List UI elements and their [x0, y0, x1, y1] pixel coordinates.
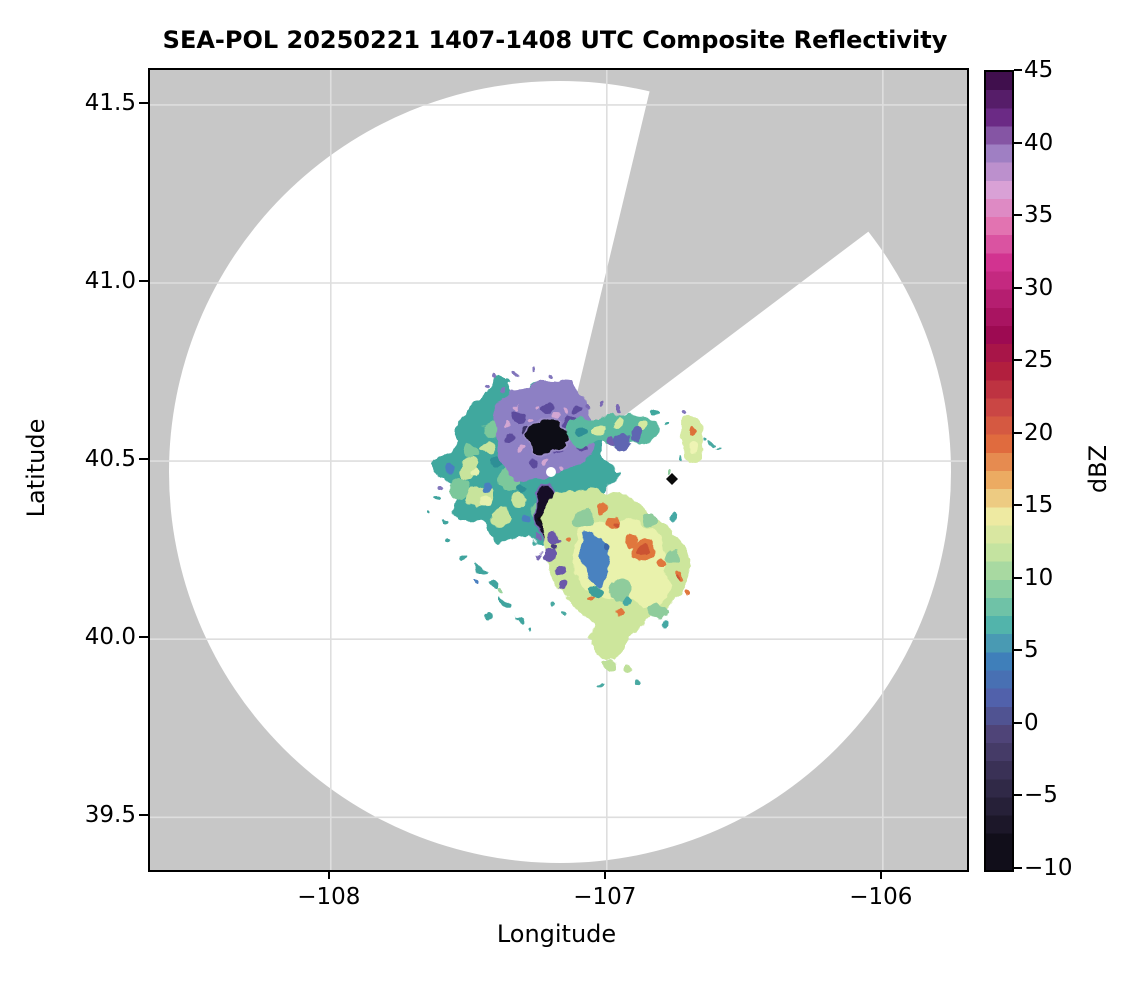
- colorbar-tick: [1014, 141, 1022, 144]
- colorbar-tick-label: 25: [1024, 347, 1054, 374]
- colorbar-tick: [1014, 794, 1022, 797]
- colorbar-tick: [1014, 867, 1022, 869]
- colorbar-tick: [1014, 576, 1022, 579]
- x-tick-label: −107: [573, 884, 637, 910]
- colorbar-tick-label: 30: [1024, 274, 1054, 301]
- marker-layer: [546, 467, 678, 485]
- colorbar-tick: [1014, 286, 1022, 289]
- y-tick-label: 40.5: [84, 446, 136, 473]
- colorbar-tick: [1014, 214, 1022, 217]
- y-tick: [139, 458, 148, 461]
- colorbar-tick-label: 15: [1024, 492, 1054, 519]
- colorbar-tick: [1014, 431, 1022, 434]
- y-tick-label: 41.5: [84, 89, 136, 116]
- x-tick: [603, 870, 606, 879]
- colorbar-tick-label: 20: [1024, 419, 1054, 446]
- colorbar-tick: [1014, 504, 1022, 507]
- colorbar-tick-label: −5: [1024, 782, 1058, 809]
- x-axis-label: Longitude: [496, 920, 617, 948]
- site-marker-diamond: [666, 473, 678, 485]
- colorbar-tick: [1014, 649, 1022, 652]
- colorbar-tick: [1014, 69, 1022, 71]
- plot-title: SEA-POL 20250221 1407-1408 UTC Composite…: [162, 26, 948, 54]
- reflectivity-echo-layer: [426, 368, 718, 686]
- colorbar-tick-label: −10: [1024, 855, 1073, 881]
- plot-area: [148, 68, 969, 872]
- blocked-sector-wedge: [560, 70, 967, 464]
- colorbar-tick: [1014, 721, 1022, 724]
- colorbar-tick-label: 35: [1024, 202, 1054, 229]
- y-tick: [139, 280, 148, 282]
- y-tick: [139, 636, 148, 639]
- x-tick-label: −108: [297, 884, 361, 910]
- x-tick: [327, 870, 330, 879]
- colorbar-tick-label: 10: [1024, 564, 1054, 591]
- x-tick-label: −106: [849, 884, 913, 910]
- y-axis-label: Latitude: [22, 418, 50, 518]
- colorbar-tick-label: 45: [1024, 57, 1054, 83]
- y-tick: [139, 814, 148, 817]
- colorbar-label: dBZ: [1084, 444, 1112, 494]
- colorbar: [984, 70, 1014, 872]
- y-tick-label: 41.0: [84, 268, 136, 294]
- y-tick-label: 40.0: [84, 624, 136, 651]
- radar-plot-canvas: [150, 70, 967, 870]
- y-tick-label: 39.5: [84, 802, 136, 829]
- colorbar-tick-label: 40: [1024, 129, 1054, 156]
- radar-center-gap: [546, 467, 556, 477]
- colorbar-tick-label: 0: [1024, 709, 1039, 736]
- x-tick: [879, 870, 882, 879]
- colorbar-tick: [1014, 359, 1022, 362]
- y-tick: [139, 101, 148, 104]
- colorbar-tick-label: 5: [1024, 637, 1039, 664]
